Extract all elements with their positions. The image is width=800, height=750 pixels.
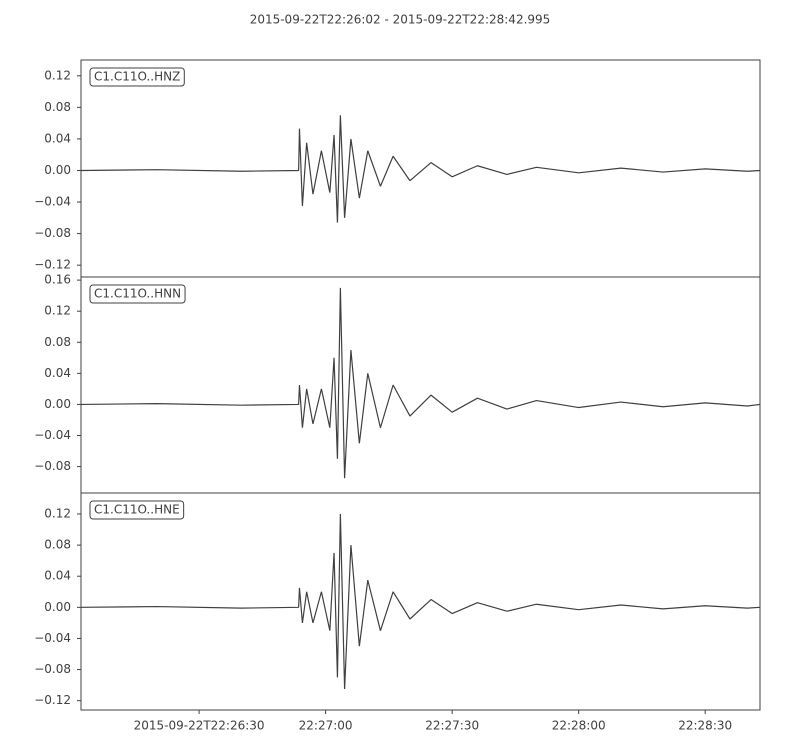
y-tick-label: 0.08: [44, 100, 71, 114]
waveform: [80, 287, 761, 479]
y-tick-label: 0.08: [44, 538, 71, 552]
waveform: [80, 115, 761, 223]
y-tick-label: −0.08: [34, 226, 71, 240]
axes-frame: [80, 276, 761, 494]
y-tick-label: −0.08: [34, 662, 71, 676]
y-tick-label: 0.00: [44, 600, 71, 614]
y-tick-label: 0.12: [44, 507, 71, 521]
y-tick-label: −0.12: [34, 693, 71, 707]
y-tick-label: 0.12: [44, 304, 71, 318]
y-tick-label: 0.08: [44, 335, 71, 349]
y-tick-label: 0.04: [44, 366, 71, 380]
axes-frame: [80, 59, 761, 278]
y-tick-label: −0.04: [34, 631, 71, 645]
figure-title: 2015-09-22T22:26:02 - 2015-09-22T22:28:4…: [250, 13, 551, 27]
x-tick-label: 22:27:30: [425, 719, 479, 733]
y-tick-label: −0.04: [34, 428, 71, 442]
y-tick-label: 0.16: [44, 273, 71, 287]
x-tick-label: 22:27:00: [299, 719, 353, 733]
x-tick-label: 2015-09-22T22:26:30: [134, 719, 265, 733]
y-tick-label: −0.08: [34, 459, 71, 473]
trace-label: C1.C11O..HNE: [94, 503, 180, 517]
waveform: [80, 513, 761, 690]
y-tick-label: 0.12: [44, 68, 71, 82]
x-tick-label: 22:28:00: [552, 719, 606, 733]
y-tick-label: −0.12: [34, 258, 71, 272]
x-tick-label: 22:28:30: [678, 719, 732, 733]
y-tick-label: −0.04: [34, 195, 71, 209]
y-tick-label: 0.04: [44, 569, 71, 583]
y-tick-label: 0.00: [44, 163, 71, 177]
axes-frame: [80, 492, 761, 711]
trace-label-box: [89, 284, 186, 304]
trace-label-box: [89, 67, 185, 87]
y-tick-label: 0.00: [44, 397, 71, 411]
trace-label: C1.C11O..HNN: [94, 287, 181, 301]
trace-label: C1.C11O..HNZ: [94, 70, 180, 84]
y-tick-label: 0.04: [44, 131, 71, 145]
trace-label-box: [89, 500, 185, 520]
